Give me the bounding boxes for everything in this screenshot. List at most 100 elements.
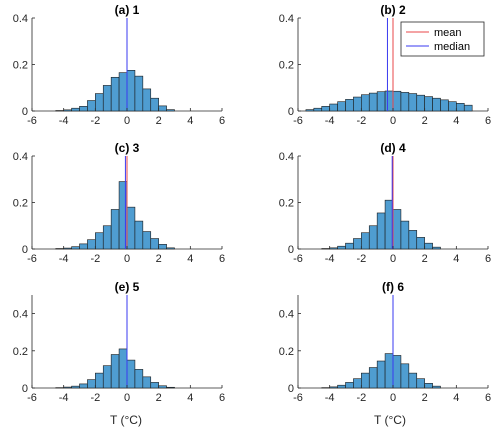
histogram-bar [134,220,144,250]
y-tick-label: 0.2 [13,346,28,358]
x-tick-label: 0 [124,392,130,404]
histogram-bar [408,93,418,112]
histogram-bar [102,365,112,389]
y-tick-label: 0 [22,106,28,118]
histogram-bar [376,360,386,389]
histogram-bar [110,354,120,389]
histogram-bar [400,363,410,389]
histogram-bar [95,372,104,389]
histogram-bar [71,385,80,389]
histogram-bar [110,209,120,250]
x-tick-label: 4 [187,115,193,127]
histogram-bar [353,238,362,250]
histogram-bar [321,106,330,112]
histogram-bar [392,90,402,112]
histogram-bar [384,90,394,112]
histogram-bar [345,382,354,389]
y-tick-label: 0.4 [13,13,28,25]
x-tick-label: 6 [485,253,491,265]
x-tick-label: -2 [90,392,100,404]
figure-xlabel: T (°C) [110,413,142,427]
histogram-bar [118,72,128,112]
histogram-bar [313,107,323,112]
x-tick-label: -4 [59,253,69,265]
x-tick-label: -2 [356,253,366,265]
histogram-bar [166,247,175,250]
x-tick-label: 0 [124,253,130,265]
histogram-bar [126,359,136,389]
histogram-bar [353,96,362,112]
x-tick-label: 0 [390,115,396,127]
y-tick-label: 0.2 [13,60,28,72]
x-tick-label: 4 [453,392,459,404]
x-tick-label: -4 [325,392,335,404]
x-tick-label: 6 [219,115,225,127]
x-tick-label: 6 [485,392,491,404]
histogram-bar [150,238,159,250]
histogram-bar [166,109,175,112]
histogram-bar [361,94,370,112]
x-tick-label: -2 [356,392,366,404]
histogram-bar [337,384,346,389]
histogram-bar [150,382,159,389]
histogram-bar [95,232,104,250]
panel-4: -6 -4 -2 0 2 4 6 0 0.2 0.4 (d) 4 [279,141,491,265]
panel-6: -6 -4 -2 0 2 4 6 0 0.2 0.4 (f) 6 [279,280,491,404]
histogram-bar [353,378,362,389]
histogram-bar [63,247,72,250]
histogram-bar [63,109,72,112]
legend-box [400,21,485,57]
panel-3: -6 -4 -2 0 2 4 6 0 0.2 0.4 (c) 3 [13,141,225,265]
histogram-bar [166,386,175,389]
histogram-bar [126,206,136,250]
x-tick-label: -4 [59,392,69,404]
histogram-bar [158,385,167,389]
histogram-bar [432,385,441,389]
histogram-bar [134,75,144,112]
histogram-bar [79,106,88,112]
histogram-bar [345,99,354,112]
x-tick-label: 2 [422,253,428,265]
legend: mean median [400,21,485,57]
x-tick-label: -6 [293,253,303,265]
histogram-bar [416,237,425,250]
histogram-bar [424,383,433,389]
x-tick-label: 0 [390,392,396,404]
x-tick-label: 6 [485,115,491,127]
x-tick-label: 4 [187,392,193,404]
histogram-bar [376,91,386,112]
histogram-bar [63,386,72,389]
legend-label-mean: mean [434,27,462,39]
histogram-bar [150,97,159,112]
histogram-bar [87,100,96,112]
histogram-bar [71,107,80,112]
histogram-bar [79,243,88,250]
histogram-bar [416,378,425,389]
histogram-bar [361,232,370,250]
histogram-bar [432,97,441,112]
x-tick-label: -6 [27,115,37,127]
histogram-bar [432,246,441,250]
histogram-bar [345,242,354,250]
x-tick-label: -2 [90,115,100,127]
panel-5: -6 -4 -2 0 2 4 6 0 0.2 0.4 (e) 5 [13,280,225,404]
y-tick-label: 0.4 [13,309,28,321]
histogram-bar [424,96,433,112]
histogram-bar [102,85,112,112]
histogram-bar [384,353,394,389]
panel-title: (d) 4 [380,141,406,155]
y-tick-label: 0.2 [279,198,294,210]
histogram-bar [134,369,144,389]
histogram-bar [448,101,457,112]
legend-label-median: median [434,41,470,53]
histogram-bar [305,109,315,112]
x-tick-label: 2 [156,115,162,127]
x-tick-label: 6 [219,253,225,265]
histogram-bar [337,245,346,250]
histogram-bar [416,94,425,112]
y-tick-label: 0.4 [279,151,294,163]
panel-title: (e) 5 [115,280,140,294]
x-tick-label: 2 [156,392,162,404]
y-tick-label: 0.4 [13,151,28,163]
histogram-bar [95,93,104,112]
